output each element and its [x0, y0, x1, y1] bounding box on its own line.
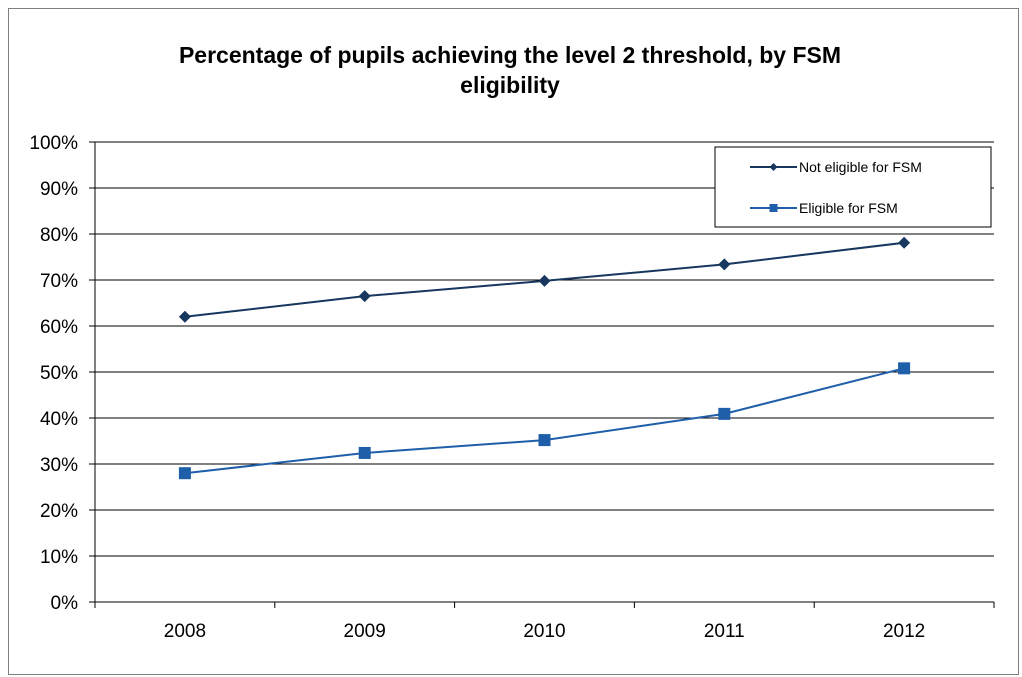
legend-marker-square — [769, 204, 778, 212]
x-tick-label: 2010 — [523, 621, 565, 642]
y-tick-label: 20% — [40, 501, 78, 522]
data-point-square — [538, 434, 551, 447]
x-tick-label: 2011 — [704, 621, 745, 642]
y-tick-label: 50% — [40, 363, 78, 384]
y-tick-label: 40% — [40, 409, 78, 430]
y-tick-label: 80% — [40, 225, 78, 246]
legend-label-2: Eligible for FSM — [799, 200, 898, 216]
data-point-diamond — [898, 236, 911, 249]
data-point-diamond — [358, 290, 371, 303]
legend-label-1: Not eligible for FSM — [799, 159, 922, 175]
legend-marker-diamond — [769, 163, 778, 171]
y-tick-label: 100% — [29, 133, 78, 154]
y-tick-label: 60% — [40, 317, 78, 338]
y-tick-label: 10% — [40, 547, 78, 568]
data-point-square — [718, 407, 731, 420]
data-point-square — [358, 446, 371, 459]
data-point-diamond — [538, 274, 551, 287]
data-point-square — [898, 362, 911, 375]
x-tick-label: 2012 — [883, 621, 925, 642]
x-tick-label: 2008 — [164, 621, 206, 642]
y-tick-label: 0% — [51, 593, 79, 614]
chart-title: Percentage of pupils achieving the level… — [178, 42, 842, 98]
data-point-diamond — [178, 310, 191, 323]
data-point-diamond — [718, 258, 731, 271]
y-tick-label: 70% — [40, 271, 78, 292]
y-tick-label: 30% — [40, 455, 78, 476]
chart-frame — [8, 8, 1019, 675]
series-line-2 — [184, 367, 905, 475]
data-point-square — [178, 467, 191, 480]
legend-box — [714, 146, 992, 228]
x-tick-label: 2009 — [344, 621, 386, 642]
y-tick-label: 90% — [40, 179, 78, 200]
